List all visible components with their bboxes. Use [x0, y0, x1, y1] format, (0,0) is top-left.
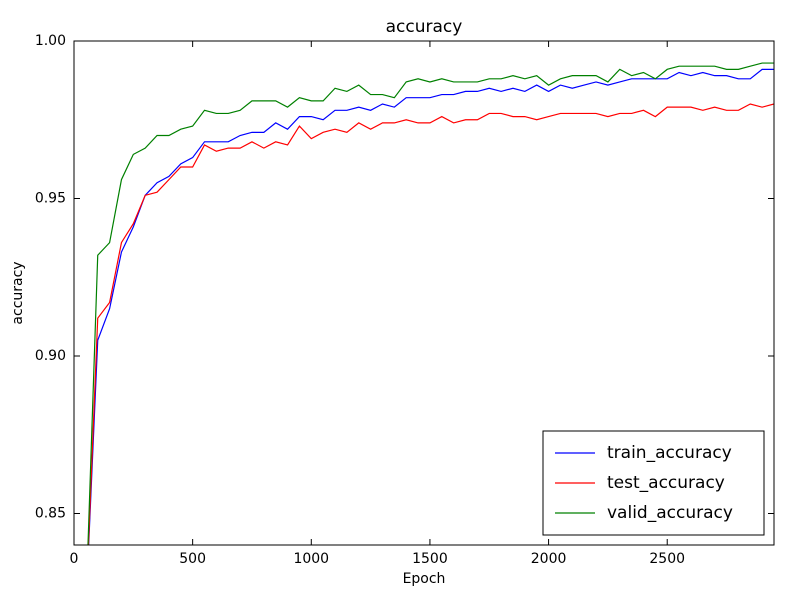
- y-tick-label: 1.00: [35, 33, 66, 49]
- x-tick-label: 0: [70, 551, 79, 567]
- x-tick-label: 1500: [412, 551, 448, 567]
- chart-title: accuracy: [386, 17, 463, 37]
- plot-frame: [73, 40, 775, 546]
- data-line: [87, 103, 774, 545]
- x-tick-label: 2500: [649, 551, 685, 567]
- data-line: [87, 62, 774, 545]
- x-axis-label: Epoch: [403, 571, 446, 587]
- x-tick-label: 2000: [531, 551, 567, 567]
- legend-label: test_accuracy: [607, 473, 725, 493]
- y-axis-label: accuracy: [10, 261, 26, 324]
- plot-lines: [87, 62, 774, 545]
- x-tick-label: 1000: [293, 551, 329, 567]
- y-tick-label: 0.95: [35, 191, 66, 207]
- legend-label: train_accuracy: [607, 443, 732, 463]
- legend-box: [542, 430, 765, 536]
- y-tick-label: 0.85: [35, 506, 66, 522]
- data-line: [88, 68, 774, 545]
- legend-label: valid_accuracy: [607, 503, 733, 523]
- y-tick-label: 0.90: [35, 348, 66, 364]
- x-tick-label: 500: [179, 551, 206, 567]
